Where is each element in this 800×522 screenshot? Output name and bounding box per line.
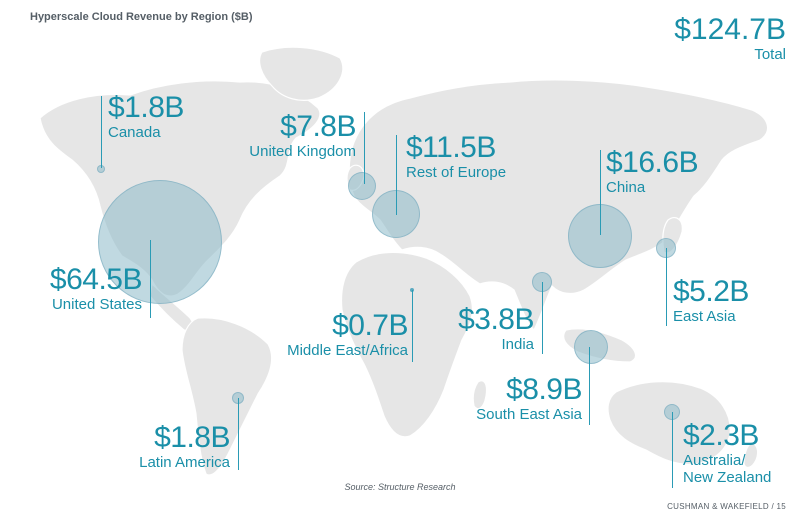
leader-south-east-asia: [589, 347, 590, 425]
rest-of-europe-value: $11.5B: [406, 131, 496, 164]
new-zealand-landmass: [743, 443, 759, 469]
total-value: $124.7B: [674, 13, 786, 46]
label-united-states: $64.5B United States: [49, 263, 143, 314]
leader-latin-america: [238, 398, 239, 470]
label-south-east-asia: $8.9B South East Asia: [476, 373, 582, 424]
rest-of-europe-name: Rest of Europe: [406, 164, 507, 181]
canada-name: Canada: [108, 124, 161, 141]
map-title: Hyperscale Cloud Revenue by Region ($B): [30, 11, 253, 23]
label-united-kingdom: $7.8B United Kingdom: [249, 110, 356, 161]
total-revenue: $124.7B Total: [674, 14, 786, 64]
leader-australia-nz: [672, 412, 673, 488]
south-america-landmass: [181, 317, 273, 476]
bubble-united-states: [98, 180, 222, 304]
label-canada: $1.8B Canada: [108, 91, 184, 142]
east-asia-name: East Asia: [673, 308, 736, 325]
united-kingdom-name: United Kingdom: [249, 143, 356, 160]
bubble-south-east-asia: [574, 330, 608, 364]
australia-landmass: [607, 381, 731, 465]
china-value: $16.6B: [606, 146, 699, 179]
label-china: $16.6B China: [606, 146, 699, 197]
footer-credit: CUSHMAN & WAKEFIELD / 15: [667, 502, 786, 511]
leader-canada: [101, 96, 102, 168]
middle-east-africa-name: Middle East/Africa: [287, 342, 408, 359]
south-east-asia-value: $8.9B: [506, 373, 582, 406]
source-note: Source: Structure Research: [344, 482, 456, 492]
east-asia-value: $5.2B: [673, 275, 749, 308]
label-rest-of-europe: $11.5B Rest of Europe: [406, 131, 507, 182]
india-name: India: [501, 336, 534, 353]
total-label: Total: [754, 46, 786, 63]
greenland-landmass: [259, 46, 344, 101]
madagascar-landmass: [472, 380, 488, 410]
bubble-united-kingdom: [348, 172, 376, 200]
australia-nz-value: $2.3B: [683, 419, 759, 452]
africa-landmass: [340, 251, 474, 438]
latin-america-value: $1.8B: [154, 421, 230, 454]
label-middle-east-africa: $0.7B Middle East/Africa: [287, 309, 408, 360]
label-india: $3.8B India: [458, 303, 534, 354]
leader-east-asia: [666, 248, 667, 326]
china-name: China: [606, 179, 646, 196]
united-states-value: $64.5B: [49, 263, 143, 296]
australia-nz-name: Australia/ New Zealand: [683, 452, 772, 486]
india-value: $3.8B: [458, 303, 534, 336]
leader-united-kingdom: [364, 112, 365, 184]
label-east-asia: $5.2B East Asia: [673, 275, 749, 326]
latin-america-name: Latin America: [139, 454, 230, 471]
leader-rest-of-europe: [396, 135, 397, 215]
leader-india: [542, 282, 543, 354]
leader-middle-east-africa: [412, 290, 413, 362]
leader-united-states: [150, 240, 151, 318]
label-australia-nz: $2.3B Australia/ New Zealand: [683, 419, 772, 487]
leader-china: [600, 150, 601, 235]
united-kingdom-value: $7.8B: [280, 110, 356, 143]
middle-east-africa-value: $0.7B: [332, 309, 408, 342]
united-states-name: United States: [51, 296, 142, 313]
europe-asia-landmass: [348, 79, 769, 332]
south-east-asia-name: South East Asia: [476, 406, 582, 423]
canada-value: $1.8B: [108, 91, 184, 124]
label-latin-america: $1.8B Latin America: [139, 421, 230, 472]
